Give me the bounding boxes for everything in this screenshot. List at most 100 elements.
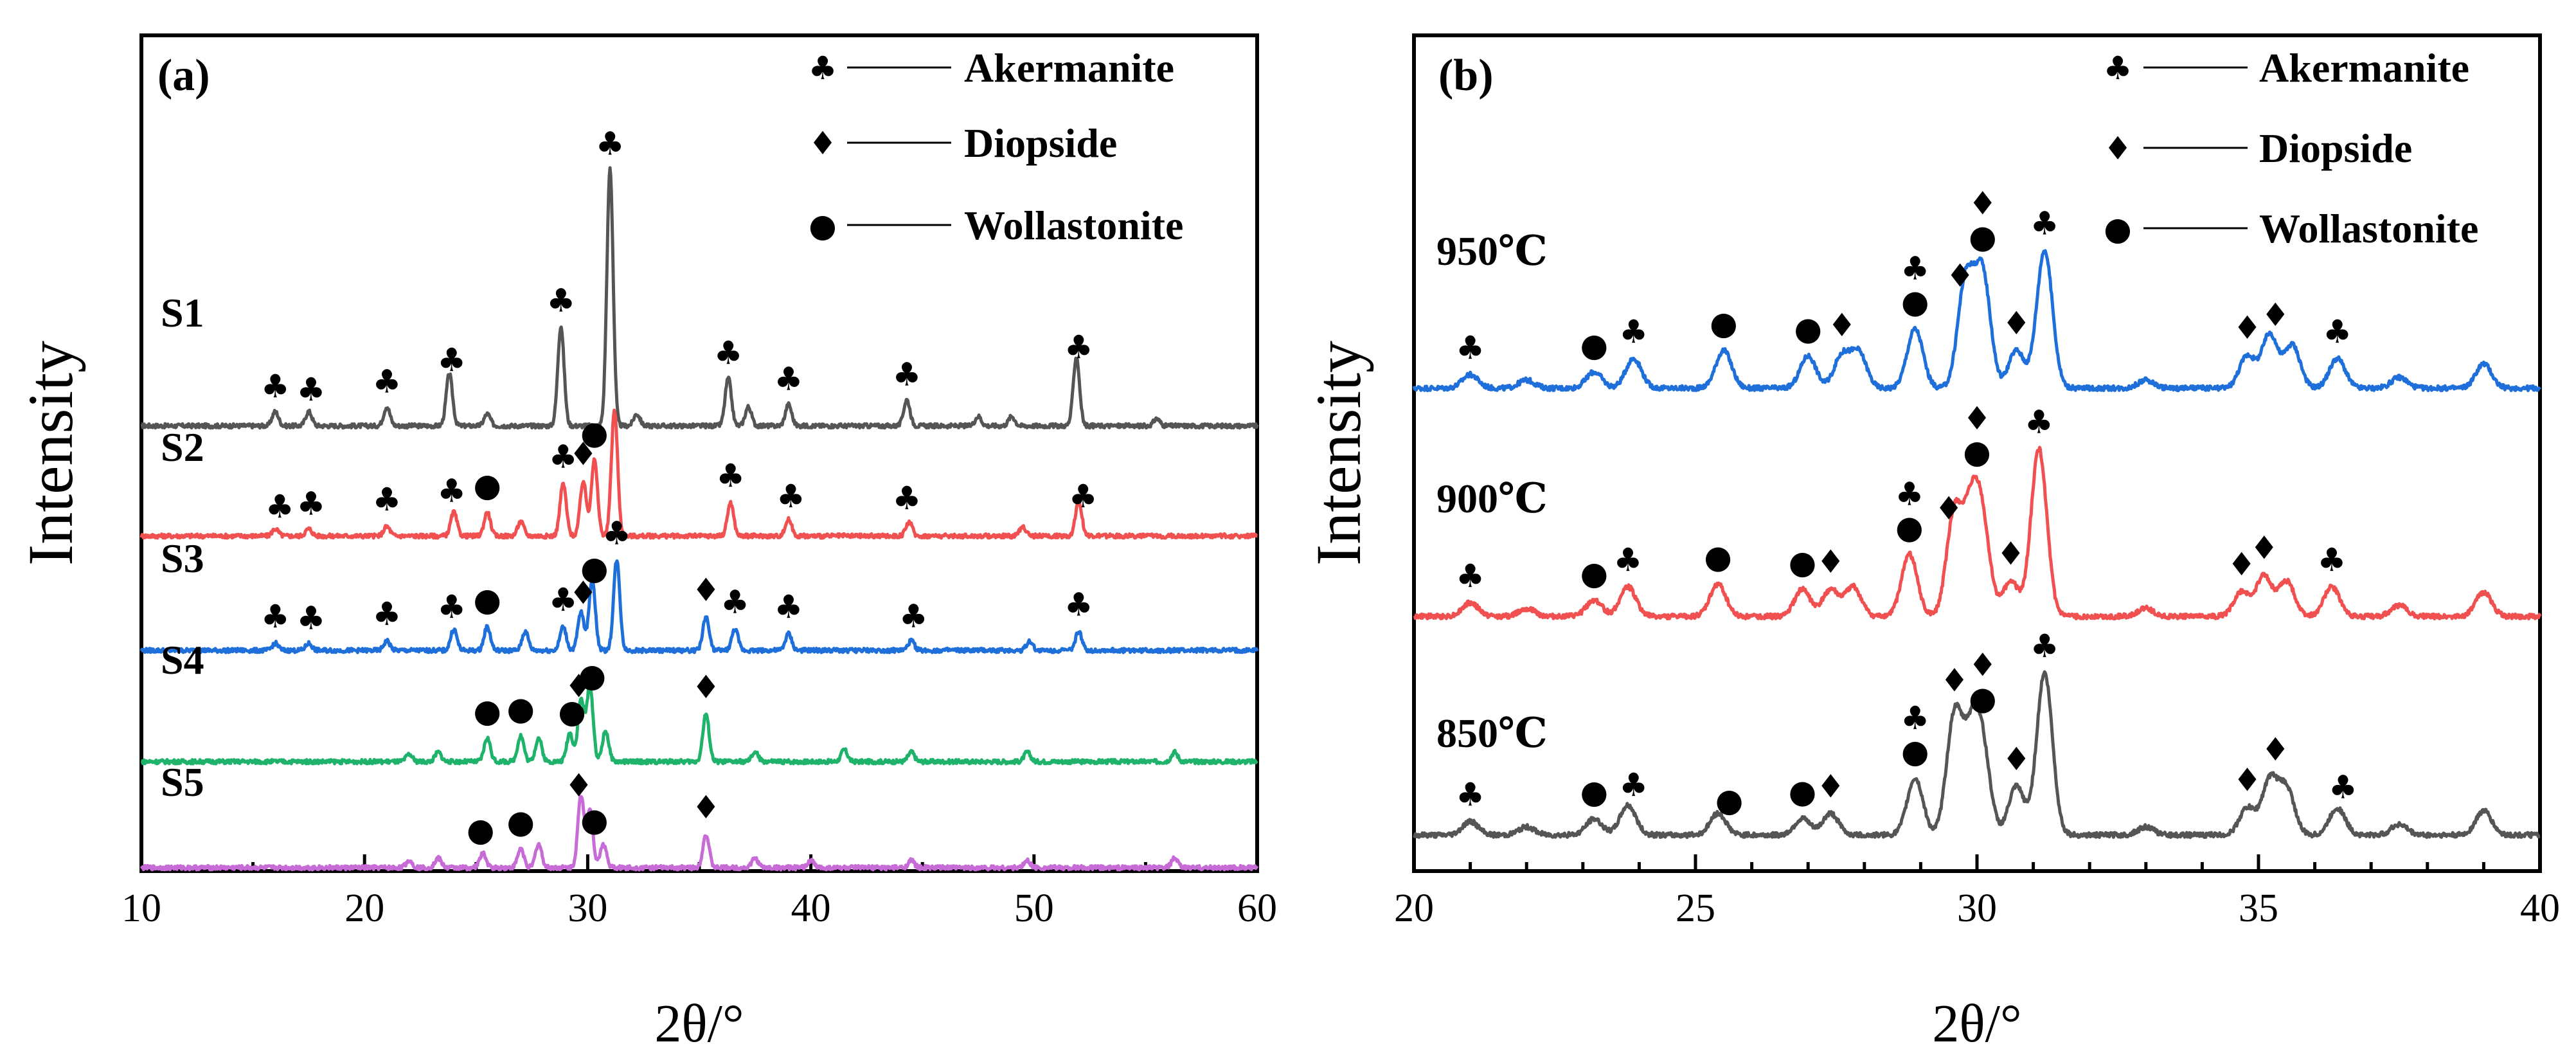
x-tick-label: 40 [2520, 887, 2560, 930]
phase-marker: ♣ [776, 478, 805, 515]
phase-marker: ♣ [549, 581, 578, 618]
legend-label: Wollastonite [2259, 206, 2478, 251]
phase-marker: ♣ [1901, 699, 1929, 737]
series-1: 950℃♣ ● ♣ ● ● ♦●♣ ♦●♦♦♣♦♦ ♣ [1412, 185, 2542, 393]
phase-marker: ♣ [549, 438, 578, 476]
phase-marker: ♦ [2261, 731, 2290, 768]
panel-a-letter: (a) [157, 51, 210, 100]
phase-marker: ● [1901, 284, 1929, 321]
phase-marker: ♦ [2002, 305, 2031, 342]
panel-b-letter: (b) [1438, 51, 1494, 100]
series-line [1413, 446, 2542, 621]
series-line [140, 166, 1259, 430]
series-3: 850℃♣ ● ♣ ● ● ♦●♣♦ ●♦♦♣♦♦♣ [1412, 627, 2541, 840]
series-4: S4● ● ●♦● ♦ [140, 637, 1258, 766]
panel-a-y-axis-title: Intensity [15, 341, 86, 566]
phase-marker: ♣ [296, 599, 325, 636]
phase-marker: ♣ [596, 125, 625, 162]
phase-marker: ● [1704, 539, 1732, 576]
legend-symbol: ♦ [809, 125, 837, 162]
series-3: S3♣ ♣ ♣ ♣ ● ♣♦●♣♦ ♣ ♣ ♣ ♣ [139, 514, 1259, 654]
phase-marker: ♣ [437, 472, 466, 509]
phase-marker: ♣ [774, 361, 803, 398]
phase-marker: ♣ [546, 282, 575, 320]
phase-marker: ● [580, 414, 609, 451]
legend-symbol: ● [2104, 210, 2132, 248]
phase-marker: ♦ [1935, 490, 1963, 527]
phase-marker: ● [578, 657, 607, 694]
x-tick-label: 25 [1676, 887, 1715, 930]
x-tick-label: 40 [791, 887, 831, 930]
legend-symbol: ♦ [2104, 130, 2133, 167]
phase-marker: ♣ [261, 598, 290, 635]
phase-marker: ♦ [692, 572, 720, 609]
phase-marker: ♣ [2317, 541, 2346, 579]
phase-marker: ♦ [1816, 543, 1845, 580]
phase-marker: ● [1715, 782, 1744, 819]
panel-b-chart: (b) Intensity 2θ/° 20 25 30 35 40 950℃♣ ● ♣ ● ● ♦… [1303, 33, 2560, 1054]
phase-marker: ♣ [892, 356, 921, 393]
phase-marker: ♦ [1968, 646, 1997, 683]
series-line [1412, 249, 2542, 393]
series-line [139, 559, 1259, 654]
panel-b-y-axis-title: Intensity [1303, 341, 1374, 566]
phase-marker: ♣ [373, 363, 402, 400]
series-line [1412, 670, 2541, 840]
phase-marker: ● [1580, 327, 1608, 364]
phase-marker: ♣ [1895, 475, 1924, 512]
series-name-label: S3 [161, 536, 204, 581]
phase-marker: ● [467, 811, 495, 849]
phase-marker: ♦ [1963, 400, 1992, 437]
series-name-label: 950℃ [1436, 228, 1548, 274]
phase-marker: ● [580, 550, 609, 587]
legend-label: Diopside [964, 120, 1117, 166]
phase-marker: ♣ [1901, 250, 1929, 287]
phase-marker: ● [1710, 305, 1738, 342]
panel-b-series: 950℃♣ ● ♣ ● ● ♦●♣ ♦●♦♦♣♦♦ ♣900℃♣ ● ♣ ● ● ♦●♣ ♦●♦♦♣♦♦ ♣… [1412, 185, 2542, 840]
phase-marker: ♣ [296, 485, 325, 522]
x-tick-label: 20 [344, 887, 384, 930]
phase-marker: ● [473, 581, 501, 618]
phase-marker: ♦ [2002, 741, 2031, 778]
phase-marker: ● [473, 692, 501, 730]
series-name-label: S4 [161, 637, 204, 683]
legend-symbol: ● [809, 207, 837, 244]
phase-marker: ♦ [564, 668, 593, 705]
phase-marker: ♦ [2233, 762, 2262, 799]
panel-a-x-axis-title: 2θ/° [654, 994, 744, 1054]
phase-marker: ♣ [296, 371, 325, 408]
x-tick-label: 20 [1394, 887, 1434, 930]
phase-marker: ♣ [2025, 404, 2053, 441]
x-tick-label: 35 [2239, 887, 2278, 930]
series-name-label: 900℃ [1436, 476, 1548, 521]
series-5: S5● ●♦● ♦ [139, 759, 1259, 872]
phase-marker: ● [580, 801, 609, 838]
series-line [139, 795, 1259, 872]
phase-marker: ♦ [2227, 546, 2256, 583]
series-line [140, 681, 1258, 766]
legend-label: Akermanite [2259, 45, 2469, 91]
phase-marker: ● [1969, 219, 1997, 256]
panel-a-chart: (a) Intensity 2θ/° 10 20 30 40 50 60 S1♣ ♣ ♣♣♣♣… [15, 33, 1277, 1054]
x-tick-label: 50 [1014, 887, 1054, 930]
phase-marker: ♣ [1456, 557, 1485, 595]
phase-marker: ● [1789, 544, 1817, 581]
series-1: S1♣ ♣ ♣♣♣♣♣♣ ♣♣ [140, 125, 1259, 430]
phase-marker: ♣ [1619, 766, 1648, 804]
phase-marker: ● [1580, 555, 1608, 592]
phase-marker: ● [1580, 773, 1608, 811]
phase-marker: ♣ [437, 341, 466, 379]
phase-marker: ♣ [602, 514, 631, 552]
phase-marker: ♣ [1064, 586, 1093, 623]
series-name-label: 850℃ [1436, 710, 1548, 756]
phase-marker: ● [506, 803, 535, 840]
phase-marker: ♣ [2323, 313, 2352, 350]
phase-marker: ♦ [692, 789, 720, 826]
phase-marker: ♦ [1968, 185, 1997, 222]
legend-symbol: ♣ [2104, 50, 2133, 87]
phase-marker: ♣ [714, 334, 743, 372]
panel-b-x-ticks: 20 25 30 35 40 [1394, 854, 2560, 930]
phase-marker: ● [1895, 509, 1924, 546]
x-tick-label: 30 [1957, 887, 1997, 930]
